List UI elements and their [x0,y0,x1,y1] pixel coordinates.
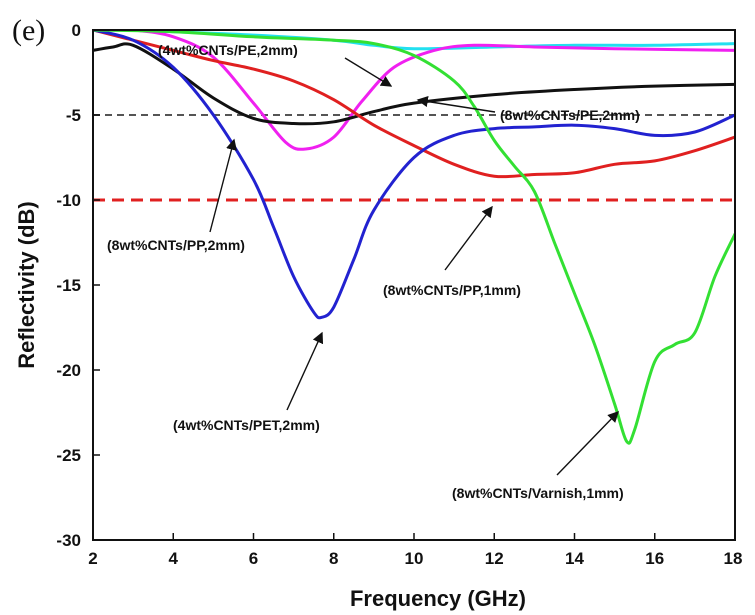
x-tick-label: 8 [329,549,338,568]
annotation-label: (8wt%CNTs/PP,1mm) [383,282,521,298]
x-tick-label: 6 [249,549,258,568]
x-tick-label: 16 [645,549,664,568]
annotation-label: (4wt%CNTs/PET,2mm) [173,417,320,433]
y-tick-label: -20 [56,361,81,380]
x-tick-label: 2 [88,549,97,568]
panel-label: (e) [12,14,45,47]
annotation-arrow [344,57,393,87]
x-tick-label: 12 [485,549,504,568]
annotation-arrow [416,95,496,113]
series-line-4 [93,30,735,320]
annotation-label: (8wt%CNTs/PE,2mm) [500,107,640,123]
y-tick-label: -25 [56,446,81,465]
y-tick-label: -10 [56,191,81,210]
x-tick-label: 10 [405,549,424,568]
x-tick-label: 18 [724,549,743,568]
annotation-label: (4wt%CNTs/PE,2mm) [158,42,298,58]
series-line-1 [100,30,735,151]
x-tick-label: 14 [565,549,584,568]
series-line-5 [93,30,735,445]
annotation-label: (8wt%CNTs/PP,2mm) [107,237,245,253]
annotation-arrow [209,138,237,233]
y-tick-label: -30 [56,531,81,550]
x-tick-label: 4 [169,549,179,568]
series-line-2 [93,42,735,126]
y-tick-label: -5 [66,106,81,125]
series-line-3 [93,30,735,179]
annotation-arrow [286,331,324,411]
y-axis-title: Reflectivity (dB) [14,201,39,368]
x-axis-title: Frequency (GHz) [350,586,526,611]
annotation-arrow [444,205,493,271]
y-tick-label: -15 [56,276,81,295]
y-tick-label: 0 [72,21,81,40]
annotation-label: (8wt%CNTs/Varnish,1mm) [452,485,624,501]
annotation-arrow [556,410,619,476]
